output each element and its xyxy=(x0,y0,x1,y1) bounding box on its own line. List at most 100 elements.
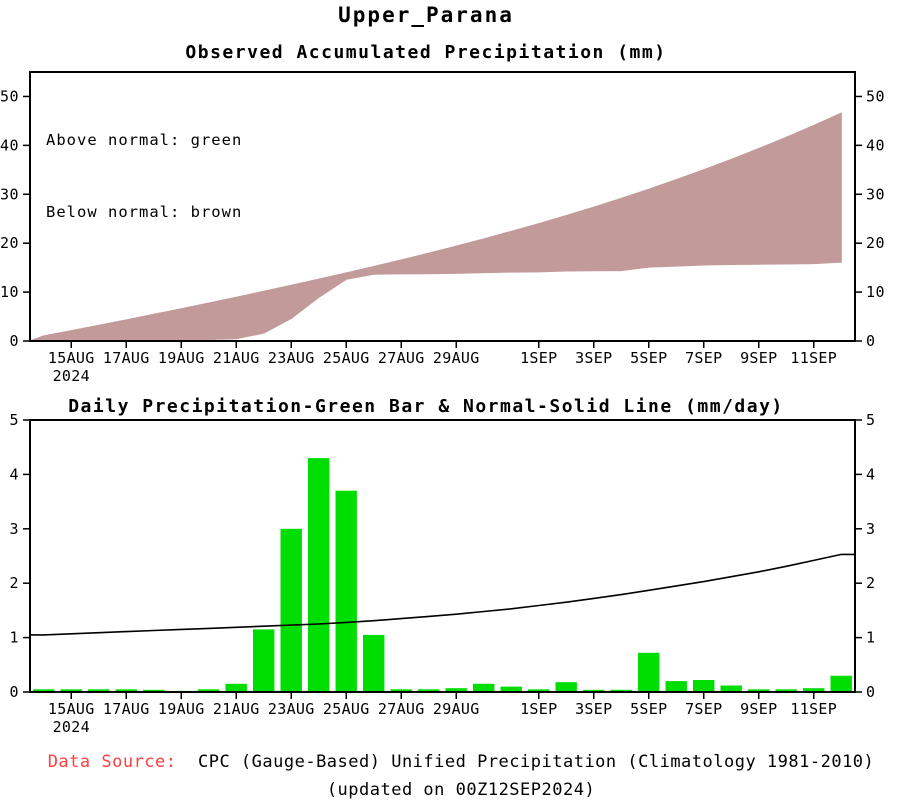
accumulated-chart-title: Observed Accumulated Precipitation (mm) xyxy=(185,42,667,63)
precip-bar xyxy=(830,675,852,692)
x-tick-label: 19AUG xyxy=(158,700,205,718)
precip-bar xyxy=(88,689,110,692)
precip-bar xyxy=(143,689,165,692)
precip-bar xyxy=(528,689,550,692)
below-normal-area xyxy=(29,112,842,342)
x-tick-label: 1SEP xyxy=(520,349,557,367)
y-tick-label: 4 xyxy=(866,465,876,483)
precip-bar xyxy=(280,528,302,692)
y-tick-label: 1 xyxy=(9,629,19,647)
x-tick-label: 5SEP xyxy=(630,349,667,367)
y-tick-label: 3 xyxy=(866,520,876,538)
y-tick-label: 0 xyxy=(866,683,876,701)
y-tick-label: 0 xyxy=(9,683,19,701)
year-label: 2024 xyxy=(53,367,90,385)
daily-precip-bars xyxy=(33,458,852,692)
precip-bar xyxy=(418,689,440,692)
y-tick-label: 20 xyxy=(866,234,885,252)
x-tick-label: 17AUG xyxy=(103,349,150,367)
y-tick-label: 5 xyxy=(866,411,876,429)
x-tick-label: 3SEP xyxy=(575,700,612,718)
x-tick-label: 5SEP xyxy=(630,700,667,718)
precip-bar xyxy=(390,689,412,692)
plot-frame xyxy=(29,419,856,693)
x-tick-label: 21AUG xyxy=(213,349,260,367)
x-tick-label: 15AUG xyxy=(48,700,95,718)
x-tick-label: 25AUG xyxy=(323,349,370,367)
y-tick-label: 30 xyxy=(866,185,885,203)
x-tick-label: 17AUG xyxy=(103,700,150,718)
x-tick-label: 25AUG xyxy=(323,700,370,718)
x-tick-label: 15AUG xyxy=(48,349,95,367)
y-tick-label: 10 xyxy=(0,283,19,301)
precip-bar xyxy=(33,689,55,692)
x-tick-label: 27AUG xyxy=(378,700,425,718)
x-tick-label: 29AUG xyxy=(433,349,480,367)
x-tick-label: 11SEP xyxy=(790,349,837,367)
precip-bar xyxy=(610,689,632,692)
x-tick-label: 23AUG xyxy=(268,349,315,367)
precip-bar xyxy=(60,689,82,692)
x-tick-label: 23AUG xyxy=(268,700,315,718)
precip-bar xyxy=(473,683,495,692)
precip-bar xyxy=(555,682,577,692)
accumulated-chart: 0 0 10 10 20 20 30 30 40 40 50 50 15AUG 17AUG 19AUG 21A… xyxy=(0,71,885,385)
x-tick-label: 9SEP xyxy=(740,349,777,367)
precip-bar xyxy=(308,458,330,692)
precip-bar xyxy=(198,689,220,692)
normal-line xyxy=(30,553,855,636)
y-tick-label: 10 xyxy=(866,283,885,301)
y-tick-label: 0 xyxy=(9,332,19,350)
precip-bar xyxy=(720,685,742,692)
y-tick-label: 1 xyxy=(866,629,876,647)
x-tick-label: 7SEP xyxy=(685,349,722,367)
y-tick-label: 40 xyxy=(866,136,885,154)
daily-chart: 0 0 1 1 2 2 3 3 4 4 5 5 15AUG 17AUG 19AUG 21AUG 23AUG 25A… xyxy=(9,411,875,736)
y-tick-label: 2 xyxy=(9,574,19,592)
x-tick-label: 21AUG xyxy=(213,700,260,718)
precip-bar xyxy=(638,652,660,692)
legend-above-normal: Above normal: green xyxy=(46,131,243,149)
precip-bar xyxy=(225,683,247,692)
x-tick-label: 1SEP xyxy=(520,700,557,718)
y-tick-label: 50 xyxy=(0,87,19,105)
x-tick-label: 29AUG xyxy=(433,700,480,718)
y-tick-label: 0 xyxy=(866,332,876,350)
data-source-text: CPC (Gauge-Based) Unified Precipitation … xyxy=(176,752,875,772)
year-label: 2024 xyxy=(53,718,90,736)
legend-below-normal: Below normal: brown xyxy=(46,203,243,221)
precip-bar xyxy=(500,686,522,692)
x-tick-label: 27AUG xyxy=(378,349,425,367)
x-tick-label: 19AUG xyxy=(158,349,205,367)
y-tick-label: 30 xyxy=(0,185,19,203)
data-source-label: Data Source: xyxy=(47,752,177,772)
precip-bar xyxy=(775,689,797,692)
precip-bar xyxy=(693,680,715,692)
data-source-line: Data Source: CPC (Gauge-Based) Unified P… xyxy=(0,752,922,772)
x-tick-label: 7SEP xyxy=(685,700,722,718)
precip-bar xyxy=(253,629,275,692)
precip-bar xyxy=(363,634,385,692)
y-tick-label: 50 xyxy=(866,87,885,105)
y-tick-label: 20 xyxy=(0,234,19,252)
y-tick-label: 4 xyxy=(9,465,19,483)
x-tick-label: 3SEP xyxy=(575,349,612,367)
y-tick-label: 40 xyxy=(0,136,19,154)
y-tick-label: 2 xyxy=(866,574,876,592)
precip-bar xyxy=(748,689,770,692)
precip-bar xyxy=(583,689,605,692)
precip-bar xyxy=(445,688,467,692)
x-tick-label: 9SEP xyxy=(740,700,777,718)
daily-chart-title: Daily Precipitation-Green Bar & Normal-S… xyxy=(68,396,784,417)
y-tick-label: 3 xyxy=(9,520,19,538)
precip-bar xyxy=(803,688,825,692)
page-title: Upper_Parana xyxy=(338,3,514,27)
x-tick-label: 11SEP xyxy=(790,700,837,718)
updated-line: (updated on 00Z12SEP2024) xyxy=(326,780,596,800)
y-tick-label: 5 xyxy=(9,411,19,429)
accumulated-chart-legend: Above normal: green Below normal: brown xyxy=(46,80,242,272)
precip-bar xyxy=(115,689,137,692)
precip-bar xyxy=(665,681,687,692)
